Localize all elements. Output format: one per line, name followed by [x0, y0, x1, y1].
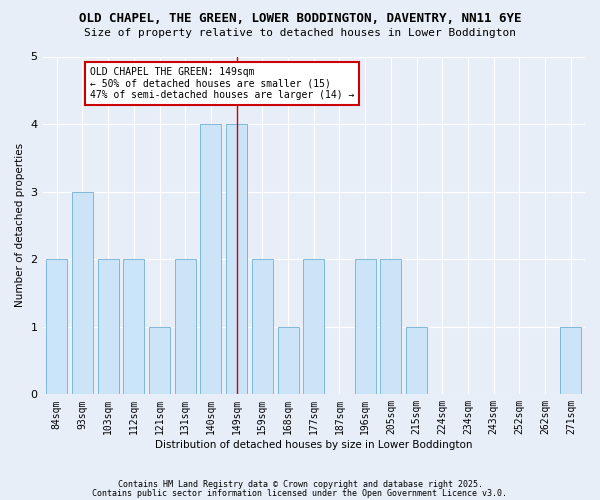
Y-axis label: Number of detached properties: Number of detached properties: [15, 144, 25, 308]
Text: Contains HM Land Registry data © Crown copyright and database right 2025.: Contains HM Land Registry data © Crown c…: [118, 480, 482, 489]
Bar: [46, 259, 67, 394]
Bar: [406, 327, 427, 394]
Bar: [303, 259, 325, 394]
Bar: [72, 192, 93, 394]
Bar: [200, 124, 221, 394]
Text: OLD CHAPEL THE GREEN: 149sqm
← 50% of detached houses are smaller (15)
47% of se: OLD CHAPEL THE GREEN: 149sqm ← 50% of de…: [90, 66, 355, 100]
Bar: [355, 259, 376, 394]
Bar: [98, 259, 119, 394]
Bar: [252, 259, 273, 394]
Bar: [175, 259, 196, 394]
Text: Contains public sector information licensed under the Open Government Licence v3: Contains public sector information licen…: [92, 490, 508, 498]
Bar: [560, 327, 581, 394]
Bar: [123, 259, 145, 394]
Text: Size of property relative to detached houses in Lower Boddington: Size of property relative to detached ho…: [84, 28, 516, 38]
X-axis label: Distribution of detached houses by size in Lower Boddington: Distribution of detached houses by size …: [155, 440, 473, 450]
Bar: [380, 259, 401, 394]
Bar: [226, 124, 247, 394]
Text: OLD CHAPEL, THE GREEN, LOWER BODDINGTON, DAVENTRY, NN11 6YE: OLD CHAPEL, THE GREEN, LOWER BODDINGTON,…: [79, 12, 521, 26]
Bar: [149, 327, 170, 394]
Bar: [278, 327, 299, 394]
